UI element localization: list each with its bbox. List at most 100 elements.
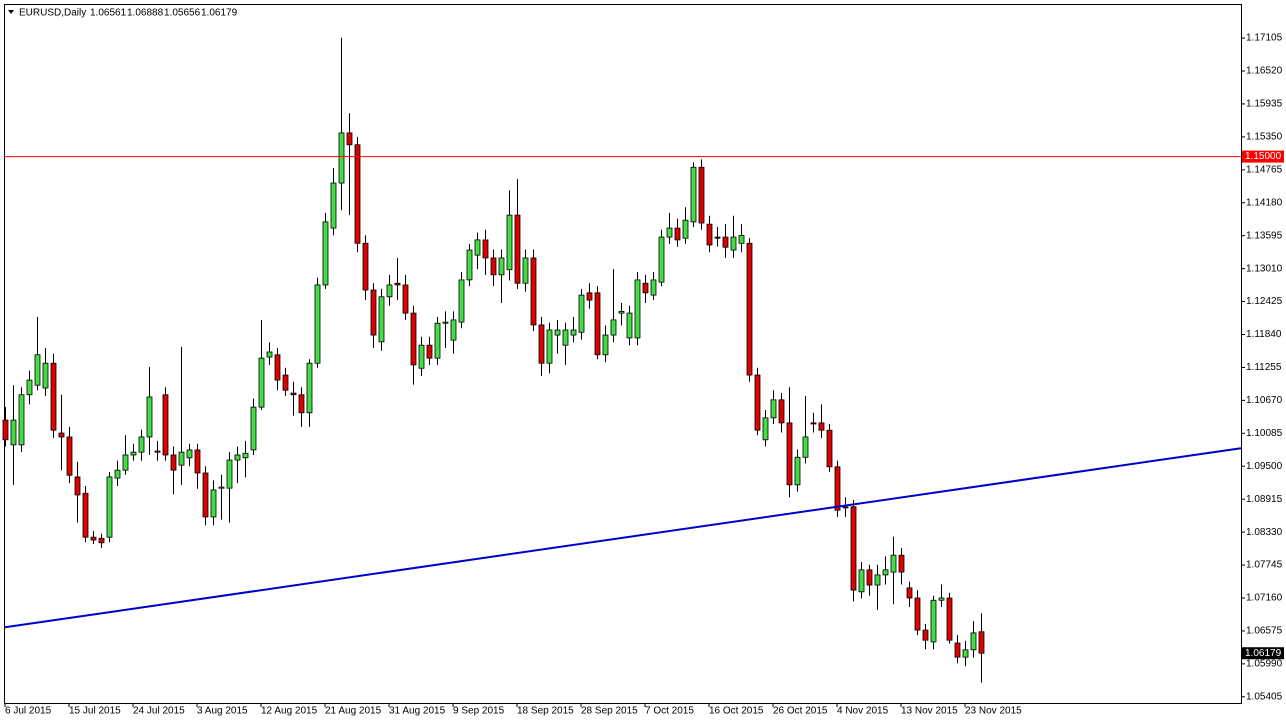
candle-body — [914, 597, 921, 631]
x-tick-label: 26 Oct 2015 — [773, 706, 828, 717]
x-tick-label: 6 Jul 2015 — [5, 706, 52, 717]
x-tick-label: 31 Aug 2015 — [389, 706, 446, 717]
candle-body — [506, 214, 513, 271]
price-label: 1.06179 — [1245, 648, 1282, 659]
candle-body — [122, 454, 129, 471]
candle-body — [458, 279, 465, 323]
candle-body — [362, 242, 369, 291]
header-value: 1.06179 — [201, 8, 238, 19]
candle-body — [930, 599, 937, 643]
y-tick-label: 1.07160 — [1246, 593, 1283, 604]
candle-body — [970, 632, 977, 651]
candle-body — [658, 236, 665, 283]
x-tick-label: 16 Oct 2015 — [709, 706, 764, 717]
x-tick-label: 21 Aug 2015 — [325, 706, 382, 717]
trend-line — [4, 447, 1242, 629]
candle-body — [210, 489, 217, 518]
candle-body — [466, 249, 473, 281]
candle-body — [754, 374, 761, 431]
candle-body — [386, 284, 393, 298]
candle-body — [162, 394, 169, 456]
candle-body — [874, 574, 881, 586]
candle-body — [682, 219, 689, 239]
x-tick-label: 28 Sep 2015 — [581, 706, 638, 717]
candle-body — [58, 432, 65, 438]
candle-body — [898, 554, 905, 573]
candle-body — [218, 486, 225, 489]
x-tick-label: 15 Jul 2015 — [69, 706, 121, 717]
candle-body — [530, 257, 537, 326]
y-tick-label: 1.09500 — [1246, 461, 1283, 472]
candle-body — [554, 329, 561, 336]
candle-body — [402, 284, 409, 314]
y-tick-label: 1.16520 — [1246, 66, 1283, 77]
candle-body — [722, 236, 729, 248]
candle-body — [770, 399, 777, 419]
header-value: 1.05656 — [164, 8, 201, 19]
candle-body — [562, 329, 569, 346]
header-value: 1.06561 — [90, 8, 127, 19]
candle-body — [602, 334, 609, 356]
candle-body — [306, 362, 313, 414]
candle-body — [594, 292, 601, 356]
level-label-box — [1242, 150, 1284, 163]
candle-body — [418, 344, 425, 369]
candle-body — [186, 449, 193, 459]
candle-body — [802, 436, 809, 458]
y-tick-label: 1.14180 — [1246, 197, 1283, 208]
header-value: 1.06888 — [127, 8, 164, 19]
y-tick-label: 1.10670 — [1246, 395, 1283, 406]
candle-body — [634, 279, 641, 339]
y-tick-label: 1.10085 — [1246, 428, 1283, 439]
candle-body — [642, 282, 649, 294]
candle-body — [938, 597, 945, 601]
candle-body — [82, 492, 89, 538]
candle-body — [858, 569, 865, 593]
candle-body — [130, 451, 137, 456]
candle-body — [730, 236, 737, 251]
candle-body — [818, 422, 825, 431]
candle-body — [738, 235, 745, 244]
candle-body — [26, 379, 33, 396]
y-tick-label: 1.11840 — [1246, 329, 1282, 340]
candle-body — [810, 422, 817, 425]
x-tick-label: 18 Sep 2015 — [517, 706, 574, 717]
y-tick-label: 1.08915 — [1246, 494, 1283, 505]
price-label-box — [1242, 647, 1284, 660]
candle-body — [826, 429, 833, 468]
y-tick-label: 1.13010 — [1246, 263, 1283, 274]
y-tick-label: 1.13595 — [1246, 230, 1283, 241]
candle-body — [314, 284, 321, 364]
candle-body — [714, 236, 721, 239]
candle-body — [298, 394, 305, 414]
candle-body — [706, 223, 713, 246]
candle-body — [274, 354, 281, 381]
candle-body — [610, 319, 617, 336]
y-tick-label: 1.07745 — [1246, 560, 1283, 571]
candle-body — [370, 289, 377, 336]
menu-arrow[interactable] — [8, 10, 14, 14]
candle-body — [146, 396, 153, 438]
candle-body — [50, 362, 57, 431]
x-tick-label: 4 Nov 2015 — [837, 706, 889, 717]
chart-title: EURUSD,Daily — [19, 8, 86, 19]
candle-body — [698, 166, 705, 224]
candle-body — [410, 312, 417, 366]
candle-body — [42, 362, 49, 389]
candle-body — [266, 351, 273, 358]
candle-body — [474, 239, 481, 256]
candle-body — [890, 554, 897, 573]
candle-body — [490, 257, 497, 276]
candle-body — [234, 454, 241, 461]
y-tick-label: 1.17105 — [1246, 33, 1283, 44]
plot-frame — [4, 4, 1242, 704]
y-tick-label: 1.05990 — [1246, 659, 1283, 670]
candle-body — [626, 312, 633, 339]
y-tick-label: 1.05405 — [1246, 691, 1283, 702]
candle-body — [346, 132, 353, 146]
x-tick-label: 9 Sep 2015 — [453, 706, 505, 717]
candle-body — [138, 436, 145, 453]
y-tick-label: 1.08330 — [1246, 527, 1283, 538]
candle-body — [674, 227, 681, 241]
